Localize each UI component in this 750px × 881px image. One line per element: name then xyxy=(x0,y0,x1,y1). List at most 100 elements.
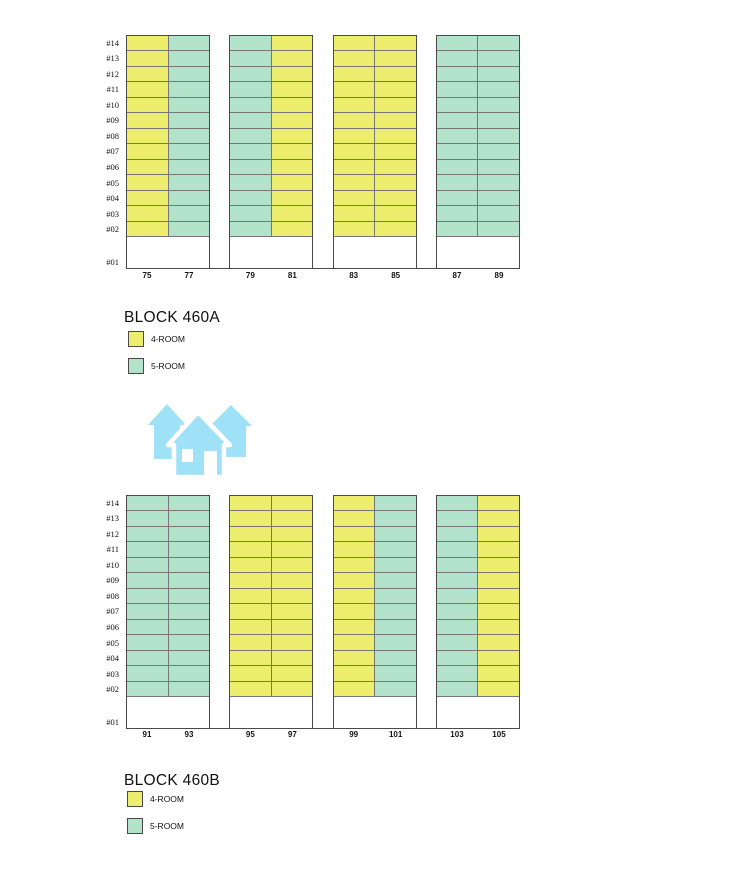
unit-cell[interactable] xyxy=(127,190,169,206)
unit-cell[interactable] xyxy=(375,159,416,175)
unit-cell[interactable] xyxy=(271,511,313,526)
unit-cell[interactable] xyxy=(230,496,272,511)
unit-cell[interactable] xyxy=(127,557,169,573)
unit-cell[interactable] xyxy=(478,511,519,526)
unit-cell[interactable] xyxy=(333,206,376,221)
unit-cell[interactable] xyxy=(375,588,416,604)
unit-cell[interactable] xyxy=(333,573,376,588)
unit-cell[interactable] xyxy=(271,82,313,97)
unit-cell[interactable] xyxy=(333,557,376,573)
unit-cell[interactable] xyxy=(375,604,416,619)
unit-cell[interactable] xyxy=(271,666,313,681)
unit-cell[interactable] xyxy=(333,542,376,557)
unit-cell[interactable] xyxy=(333,175,376,190)
unit-cell[interactable] xyxy=(271,619,313,635)
unit-cell[interactable] xyxy=(230,573,272,588)
unit-cell[interactable] xyxy=(168,97,209,113)
unit-cell[interactable] xyxy=(478,51,519,66)
unit-cell[interactable] xyxy=(478,97,519,113)
unit-cell[interactable] xyxy=(333,51,376,66)
unit-cell[interactable] xyxy=(436,113,479,128)
unit-cell[interactable] xyxy=(333,650,376,666)
unit-cell[interactable] xyxy=(375,681,416,697)
unit-cell[interactable] xyxy=(271,604,313,619)
unit-cell[interactable] xyxy=(478,66,519,82)
unit-cell[interactable] xyxy=(478,221,519,237)
unit-cell[interactable] xyxy=(168,113,209,128)
unit-cell[interactable] xyxy=(436,128,479,144)
unit-cell[interactable] xyxy=(375,635,416,650)
unit-cell[interactable] xyxy=(436,97,479,113)
unit-cell[interactable] xyxy=(271,159,313,175)
unit-cell[interactable] xyxy=(436,511,479,526)
unit-cell[interactable] xyxy=(436,604,479,619)
unit-cell[interactable] xyxy=(375,66,416,82)
unit-cell[interactable] xyxy=(271,588,313,604)
unit-cell[interactable] xyxy=(478,604,519,619)
unit-cell[interactable] xyxy=(333,113,376,128)
unit-cell[interactable] xyxy=(478,681,519,697)
unit-cell[interactable] xyxy=(375,557,416,573)
unit-cell[interactable] xyxy=(375,496,416,511)
unit-cell[interactable] xyxy=(230,144,272,159)
unit-cell[interactable] xyxy=(375,619,416,635)
unit-cell[interactable] xyxy=(127,588,169,604)
unit-cell[interactable] xyxy=(127,175,169,190)
unit-cell[interactable] xyxy=(230,66,272,82)
unit-cell[interactable] xyxy=(375,128,416,144)
unit-cell[interactable] xyxy=(271,128,313,144)
unit-cell[interactable] xyxy=(127,159,169,175)
unit-cell[interactable] xyxy=(168,496,209,511)
unit-cell[interactable] xyxy=(168,542,209,557)
unit-cell[interactable] xyxy=(127,511,169,526)
unit-cell[interactable] xyxy=(230,97,272,113)
unit-cell[interactable] xyxy=(375,542,416,557)
unit-cell[interactable] xyxy=(375,82,416,97)
unit-cell[interactable] xyxy=(333,681,376,697)
unit-cell[interactable] xyxy=(478,144,519,159)
unit-cell[interactable] xyxy=(271,635,313,650)
unit-cell[interactable] xyxy=(127,526,169,542)
unit-cell[interactable] xyxy=(375,666,416,681)
unit-cell[interactable] xyxy=(230,511,272,526)
unit-cell[interactable] xyxy=(230,619,272,635)
unit-cell[interactable] xyxy=(333,97,376,113)
unit-cell[interactable] xyxy=(168,619,209,635)
unit-cell[interactable] xyxy=(333,190,376,206)
unit-cell[interactable] xyxy=(478,588,519,604)
unit-cell[interactable] xyxy=(168,128,209,144)
unit-cell[interactable] xyxy=(478,128,519,144)
unit-cell[interactable] xyxy=(436,82,479,97)
unit-cell[interactable] xyxy=(333,604,376,619)
unit-cell[interactable] xyxy=(436,542,479,557)
unit-cell[interactable] xyxy=(375,51,416,66)
unit-cell[interactable] xyxy=(127,619,169,635)
unit-cell[interactable] xyxy=(333,588,376,604)
unit-cell[interactable] xyxy=(436,190,479,206)
unit-cell[interactable] xyxy=(436,159,479,175)
unit-cell[interactable] xyxy=(230,604,272,619)
unit-cell[interactable] xyxy=(271,557,313,573)
unit-cell[interactable] xyxy=(478,159,519,175)
unit-cell[interactable] xyxy=(230,221,272,237)
unit-cell[interactable] xyxy=(271,681,313,697)
unit-cell[interactable] xyxy=(230,113,272,128)
unit-cell[interactable] xyxy=(168,557,209,573)
unit-cell[interactable] xyxy=(127,635,169,650)
unit-cell[interactable] xyxy=(436,51,479,66)
unit-cell[interactable] xyxy=(333,221,376,237)
unit-cell[interactable] xyxy=(333,36,376,51)
unit-cell[interactable] xyxy=(230,159,272,175)
unit-cell[interactable] xyxy=(478,619,519,635)
unit-cell[interactable] xyxy=(478,526,519,542)
unit-cell[interactable] xyxy=(168,82,209,97)
unit-cell[interactable] xyxy=(168,681,209,697)
unit-cell[interactable] xyxy=(436,557,479,573)
unit-cell[interactable] xyxy=(230,557,272,573)
unit-cell[interactable] xyxy=(230,51,272,66)
unit-cell[interactable] xyxy=(333,66,376,82)
unit-cell[interactable] xyxy=(230,175,272,190)
unit-cell[interactable] xyxy=(230,666,272,681)
unit-cell[interactable] xyxy=(230,542,272,557)
unit-cell[interactable] xyxy=(230,650,272,666)
